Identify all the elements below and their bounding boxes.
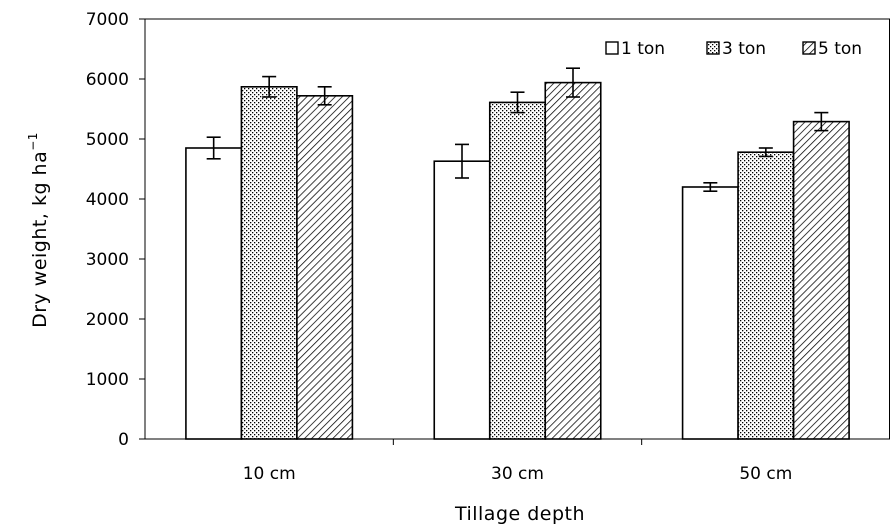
y-tick-label: 3000	[86, 250, 129, 270]
bar	[792, 120, 850, 440]
y-tick-label: 6000	[86, 70, 129, 90]
bar	[185, 147, 243, 440]
x-tick-label: 30 cm	[491, 464, 544, 484]
y-tick-label: 1000	[86, 370, 129, 390]
bar	[544, 81, 602, 440]
y-tick-label: 7000	[86, 10, 129, 30]
x-axis-title: Tillage depth	[454, 503, 585, 525]
bar	[296, 95, 354, 440]
y-axis-title-superscript: −1	[26, 132, 40, 151]
bars	[185, 81, 850, 440]
legend-swatch	[802, 41, 816, 55]
y-axis-title-main: Dry weight, kg ha	[29, 151, 51, 328]
y-tick-label: 5000	[86, 130, 129, 150]
bar	[737, 151, 795, 440]
y-axis-ticks: 0 1000 2000 3000 4000 5000 6000 7000	[86, 10, 145, 450]
y-axis-title: Dry weight, kg ha−1	[26, 132, 51, 328]
bar	[240, 86, 298, 440]
x-axis-ticks: 10 cm 30 cm 50 cm	[243, 439, 792, 484]
legend-swatch	[605, 41, 619, 55]
bar	[488, 101, 547, 440]
legend: 1 ton 3 ton 5 ton	[605, 39, 862, 59]
error-bars	[206, 67, 829, 192]
bar	[433, 160, 491, 440]
y-tick-label: 2000	[86, 310, 129, 330]
y-tick-label: 4000	[86, 190, 129, 210]
bar	[681, 186, 739, 440]
legend-label: 5 ton	[818, 39, 862, 59]
y-tick-label: 0	[118, 430, 129, 450]
legend-swatch	[706, 41, 720, 55]
x-tick-label: 50 cm	[739, 464, 792, 484]
legend-label: 1 ton	[621, 39, 665, 59]
x-tick-label: 10 cm	[243, 464, 296, 484]
legend-label: 3 ton	[722, 39, 766, 59]
